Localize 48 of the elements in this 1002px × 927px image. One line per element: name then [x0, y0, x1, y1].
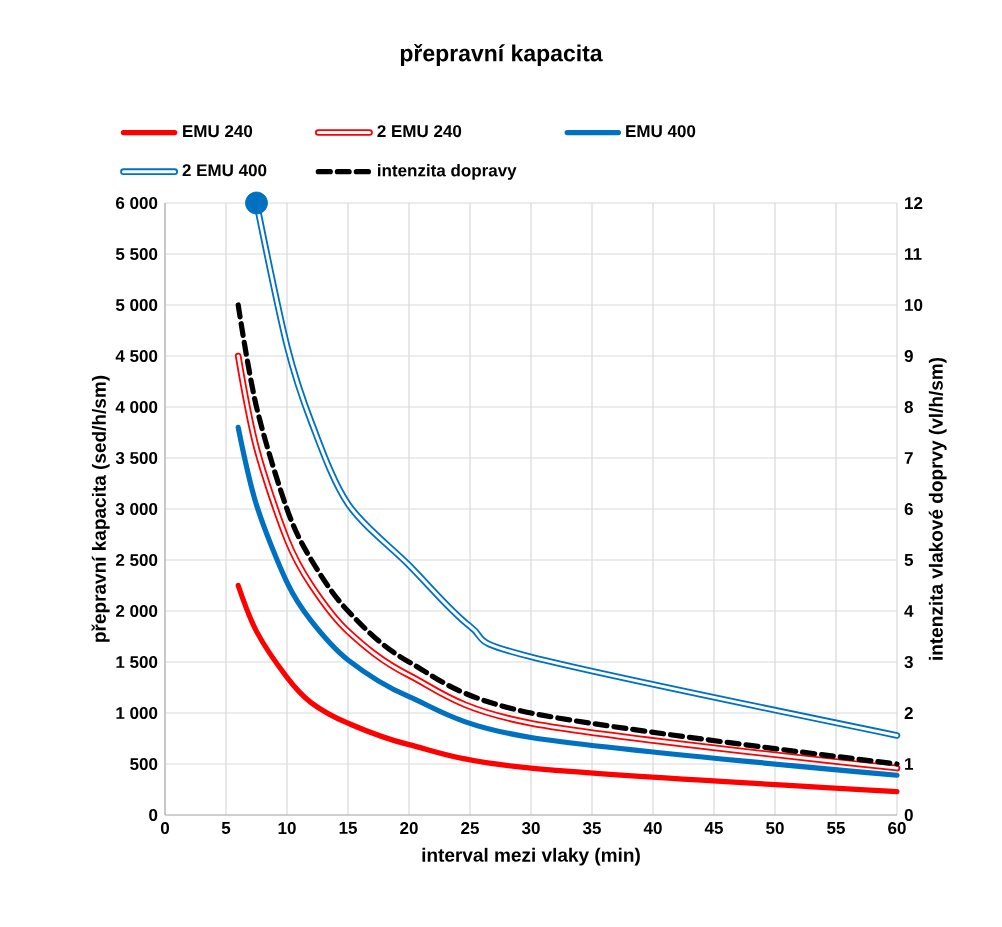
- y2-tick-label: 10: [905, 298, 923, 312]
- x-tick-label: 50: [766, 822, 784, 835]
- y2-tick-label: 6: [904, 502, 913, 516]
- y2-tick-label: 0: [904, 809, 913, 822]
- y-tick-label: 2 500: [115, 554, 158, 567]
- y-tick-label: 4 500: [115, 350, 158, 363]
- x-tick-label: 55: [827, 822, 845, 834]
- x-tick-label: 60: [888, 822, 906, 835]
- y2-tick-label: 11: [905, 248, 922, 260]
- y2-tick-label: 8: [904, 400, 913, 414]
- y-tick-label: 6 000: [116, 197, 158, 210]
- y2-tick-label: 1: [905, 758, 914, 770]
- y-tick-label: 1 500: [116, 656, 158, 669]
- legend-label: EMU 240: [183, 125, 253, 138]
- x-tick-label: 35: [582, 822, 601, 835]
- y-tick-label: 500: [130, 758, 158, 771]
- y-tick-label: 5 500: [115, 248, 158, 261]
- x-tick-label: 15: [339, 822, 357, 834]
- y-tick-label: 3 000: [115, 502, 158, 516]
- x-tick-label: 20: [400, 822, 418, 835]
- x-tick-label: 5: [221, 822, 231, 834]
- y2-tick-label: 4: [904, 605, 914, 617]
- x-tick-label: 25: [461, 822, 479, 835]
- x-tick-label: 30: [521, 822, 540, 835]
- chart-title: přepravní kapacita: [400, 44, 603, 66]
- y2-tick-label: 5: [904, 554, 914, 566]
- y2-axis-title: intenzita vlakové doprvy (vl/h/sm): [928, 357, 947, 660]
- legend-label: intenzita dopravy: [378, 163, 517, 180]
- legend-label: EMU 400: [626, 125, 696, 138]
- y-tick-label: 0: [149, 809, 158, 822]
- y2-tick-label: 3: [904, 655, 913, 669]
- x-tick-label: 40: [643, 822, 662, 835]
- y-tick-label: 2 000: [115, 605, 158, 618]
- x-tick-label: 10: [278, 822, 296, 835]
- y2-tick-label: 12: [905, 197, 923, 209]
- x-tick-label: 0: [160, 822, 170, 835]
- y2-tick-label: 2: [904, 707, 913, 719]
- x-axis-title: interval mezi vlaky (min): [422, 847, 640, 866]
- legend-label: 2 EMU 240: [377, 125, 462, 138]
- y-tick-label: 5 000: [115, 299, 158, 312]
- y-tick-label: 3 500: [115, 451, 158, 465]
- y-tick-label: 4 000: [115, 401, 158, 414]
- legend-label: 2 EMU 400: [182, 164, 267, 177]
- y2-tick-label: 7: [904, 452, 913, 464]
- x-tick-label: 45: [704, 822, 723, 834]
- y2-tick-label: 9: [904, 349, 913, 363]
- y-axis-title: přepravní kapacita (sed/h/sm): [91, 375, 110, 642]
- y-tick-label: 1 000: [116, 707, 158, 720]
